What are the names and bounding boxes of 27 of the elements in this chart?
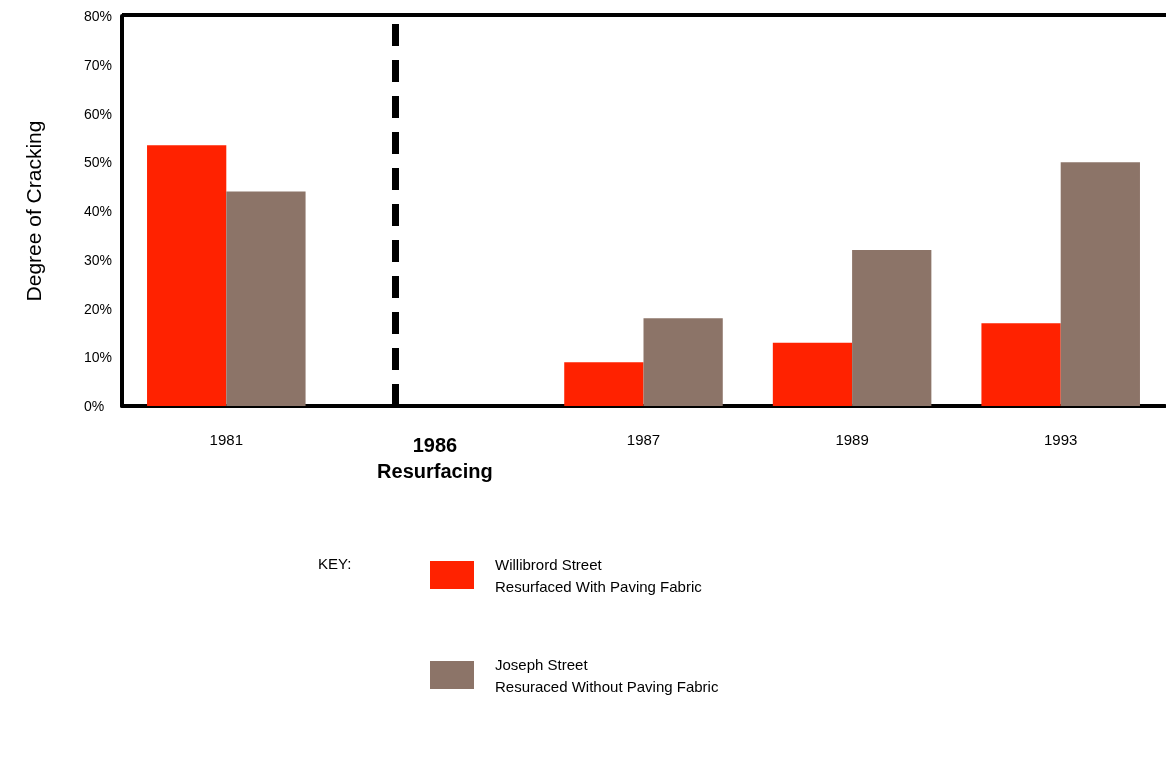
y-axis-title: Degree of Cracking [22,120,45,302]
y-tick-label: 0% [84,398,105,414]
ref-line-label: Resurfacing [377,460,493,482]
y-tick-label: 70% [84,56,113,73]
bar [981,323,1061,406]
y-tick-label: 10% [84,349,113,366]
bar [772,342,853,406]
bar [643,318,723,406]
y-tick-label: 80% [84,8,113,24]
x-tick-label: 1987 [626,431,661,448]
y-tick-label: 60% [84,105,113,122]
bar [147,145,227,406]
legend-title: KEY: [318,555,352,572]
bar [1060,162,1140,406]
x-tick-label: 1981 [209,431,243,448]
y-tick-label: 50% [84,154,113,171]
x-tick-label: 1989 [835,431,869,448]
y-tick-label: 20% [84,300,113,317]
y-tick-label: 30% [84,251,113,268]
x-tick-label: 1986 [412,434,458,456]
x-tick-label: 1993 [1044,431,1078,448]
legend-label: Willibrord Street Resurfaced With Paving Fabric [495,555,703,595]
legend-label: Joseph Street Resuraced Without Paving Fabric [495,655,719,695]
y-tick-label: 40% [84,203,113,219]
bar [564,362,644,406]
bar [852,250,932,406]
bar [226,191,306,406]
